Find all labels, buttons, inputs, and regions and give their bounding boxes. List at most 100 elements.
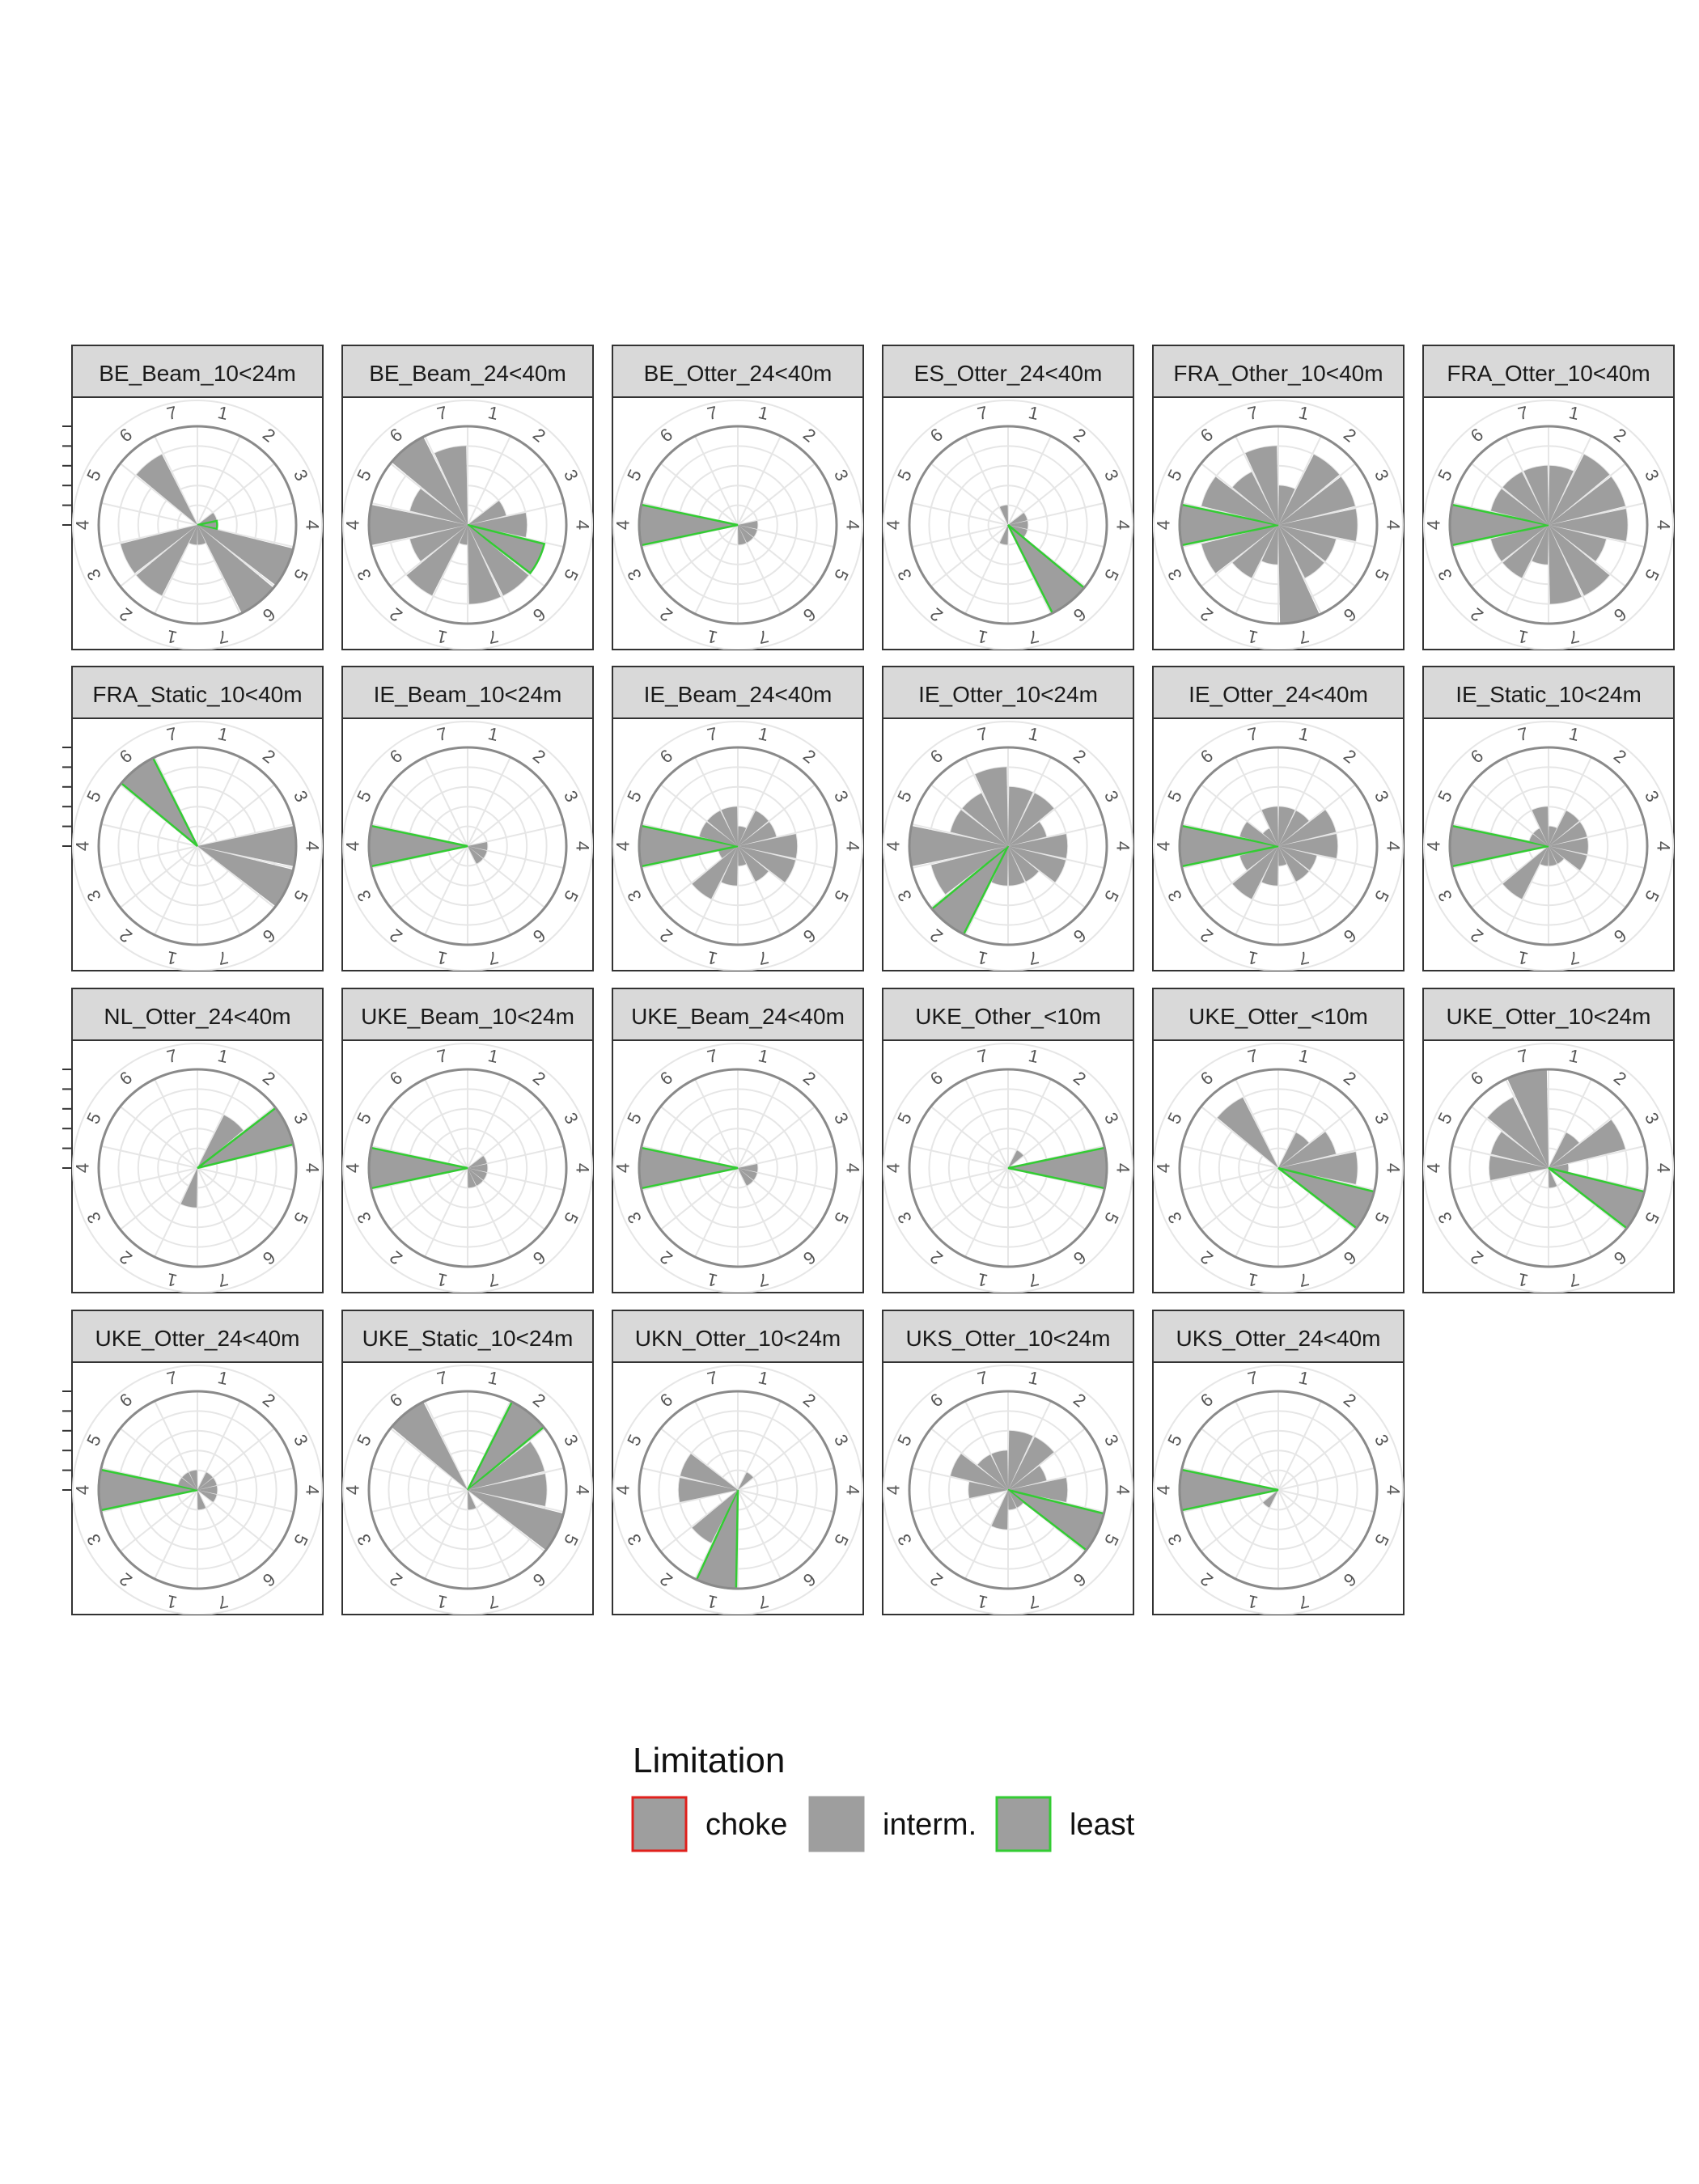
grid-spoke bbox=[1548, 502, 1646, 526]
bar-segment bbox=[368, 504, 468, 546]
grid-spoke bbox=[737, 1400, 782, 1491]
grid-spoke bbox=[197, 1489, 241, 1580]
bar-segment bbox=[692, 1490, 738, 1543]
bar-segment bbox=[1487, 1097, 1549, 1168]
grid-spoke bbox=[154, 1400, 198, 1491]
angle-label: 1 bbox=[705, 626, 720, 648]
grid-spoke bbox=[1548, 524, 1592, 615]
strip-label: IE_Otter_24<40m bbox=[1188, 682, 1368, 707]
angle-label: 1 bbox=[435, 947, 450, 969]
grid-spoke bbox=[641, 1489, 739, 1513]
angle-label: 7 bbox=[486, 947, 501, 969]
bar-segment bbox=[1529, 834, 1549, 846]
bar-segment bbox=[468, 1156, 487, 1168]
bar-segment bbox=[1232, 846, 1278, 899]
bar-segment bbox=[468, 1163, 488, 1173]
bar-segment bbox=[1263, 828, 1278, 846]
angle-label: 4 bbox=[303, 1163, 323, 1173]
grid-spoke bbox=[1007, 1400, 1052, 1491]
grid-spoke bbox=[197, 1428, 276, 1491]
angle-label: 1 bbox=[486, 402, 501, 424]
bar-segment bbox=[721, 806, 738, 846]
grid-spoke bbox=[737, 845, 782, 936]
grid-spoke bbox=[1548, 784, 1627, 847]
bar-segment bbox=[1201, 476, 1278, 525]
bar-segment bbox=[189, 1470, 197, 1490]
bar-segment bbox=[1278, 833, 1338, 859]
bar-segment bbox=[1008, 1490, 1017, 1510]
bar-segment bbox=[718, 846, 738, 858]
grid-spoke bbox=[1470, 1167, 1549, 1230]
angle-label: 4 bbox=[1654, 1163, 1674, 1173]
grid-spoke bbox=[389, 1428, 468, 1491]
grid-spoke bbox=[911, 1489, 1009, 1513]
bar-segment bbox=[738, 822, 777, 846]
bar-segment bbox=[738, 846, 796, 882]
outer-ring bbox=[1448, 425, 1649, 625]
angle-label: 7 bbox=[435, 1045, 450, 1067]
grid-spoke bbox=[197, 845, 294, 870]
grid-spoke bbox=[737, 1489, 782, 1580]
grid-ring-outer bbox=[883, 400, 1133, 650]
angle-label: 4 bbox=[843, 841, 863, 851]
bar-segment bbox=[1278, 476, 1355, 525]
grid-spoke bbox=[1200, 784, 1279, 847]
angle-label: 1 bbox=[756, 402, 771, 424]
grid-spoke bbox=[467, 845, 546, 908]
grid-spoke bbox=[1470, 784, 1549, 847]
angle-label: 4 bbox=[1654, 841, 1674, 851]
grid-spoke bbox=[911, 502, 1009, 526]
grid-spoke bbox=[197, 1467, 294, 1491]
angle-label: 1 bbox=[435, 1269, 450, 1291]
angle-label: 4 bbox=[1113, 841, 1133, 851]
grid-spoke bbox=[911, 1467, 1009, 1491]
angle-label: 1 bbox=[1567, 723, 1582, 745]
bar-segment bbox=[1278, 810, 1337, 846]
angle-label: 7 bbox=[216, 626, 231, 648]
angle-label: 7 bbox=[165, 1045, 180, 1067]
bar-segment bbox=[459, 525, 468, 545]
bar-segment bbox=[121, 525, 197, 574]
bar-segment bbox=[1549, 525, 1610, 596]
grid-spoke bbox=[1451, 1167, 1549, 1191]
bar-segment bbox=[468, 512, 527, 538]
strip-label: IE_Beam_24<40m bbox=[644, 682, 833, 707]
angle-label: 4 bbox=[1154, 1163, 1174, 1173]
grid-spoke bbox=[1277, 524, 1322, 615]
grid-spoke bbox=[1007, 524, 1105, 548]
angle-label: 1 bbox=[756, 723, 771, 745]
angle-label: 4 bbox=[1424, 1163, 1444, 1173]
bar-segment bbox=[1008, 822, 1047, 846]
grid-spoke bbox=[154, 1167, 198, 1258]
angle-label: 7 bbox=[1297, 626, 1311, 648]
grid-spoke bbox=[1505, 524, 1549, 615]
grid-spoke bbox=[1007, 823, 1105, 847]
angle-label: 4 bbox=[573, 520, 593, 530]
grid-spoke bbox=[737, 1145, 835, 1169]
grid-spoke bbox=[964, 756, 1009, 847]
angle-label: 1 bbox=[705, 1269, 720, 1291]
angle-label: 1 bbox=[705, 1591, 720, 1613]
grid-ring-outer bbox=[612, 400, 863, 650]
bar-segment bbox=[468, 1441, 544, 1490]
grid-spoke bbox=[119, 1428, 198, 1491]
bar-segment bbox=[468, 1490, 477, 1510]
bar-segment bbox=[1278, 525, 1320, 624]
grid-spoke bbox=[1007, 1078, 1052, 1169]
grid-ring-outer bbox=[1423, 1043, 1674, 1293]
legend-item-least: least bbox=[995, 1796, 1135, 1852]
bar-segment bbox=[1490, 525, 1549, 561]
grid-spoke bbox=[1277, 1145, 1375, 1169]
grid-ring-outer bbox=[883, 1365, 1133, 1615]
bar-segment bbox=[738, 525, 753, 543]
strip-label: UKE_Other_<10m bbox=[915, 1004, 1101, 1029]
grid-spoke bbox=[389, 1489, 468, 1552]
